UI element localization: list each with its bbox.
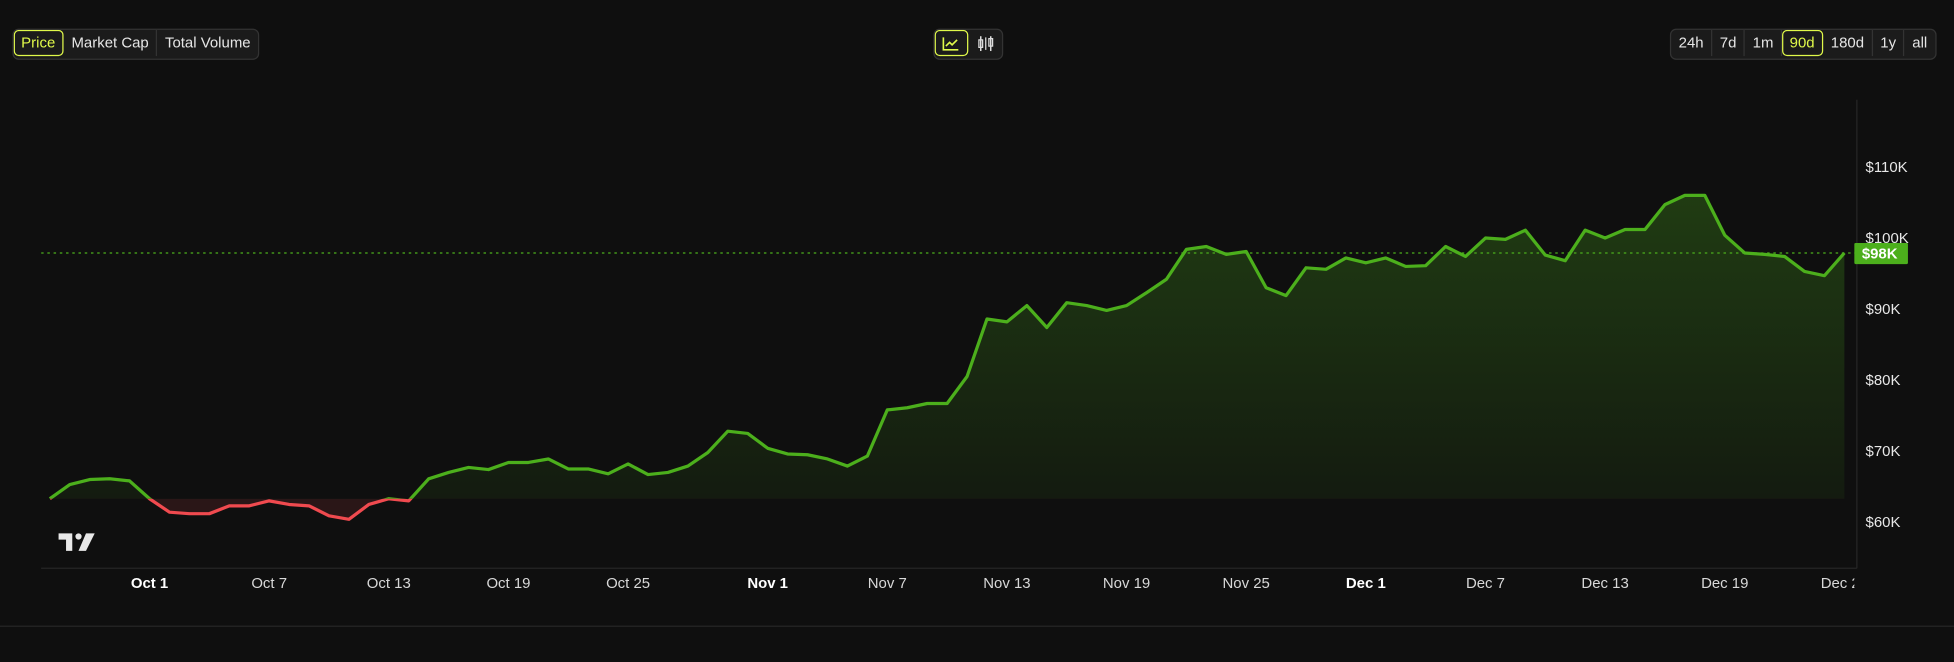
x-tick-label: Nov 1: [747, 575, 788, 592]
y-tick-label: $60K: [1866, 514, 1901, 531]
x-tick-label: Dec 19: [1701, 575, 1748, 592]
y-tick-label: $110K: [1866, 159, 1908, 176]
y-tick-label: $90K: [1866, 301, 1901, 318]
x-tick-label: Dec 25: [1821, 575, 1868, 592]
x-tick-label: Nov 13: [983, 575, 1030, 592]
x-tick-label: Oct 19: [486, 575, 530, 592]
x-tick-label: Nov 25: [1223, 575, 1270, 592]
x-tick-label: Oct 25: [606, 575, 650, 592]
tradingview-logo: [59, 533, 95, 550]
x-tick-label: Nov 19: [1103, 575, 1150, 592]
x-tick-label: Nov 7: [868, 575, 907, 592]
current-price-label: $98K: [1862, 246, 1898, 263]
bottom-divider: [0, 626, 1954, 627]
x-tick-label: Oct 13: [367, 575, 411, 592]
x-tick-label: Oct 7: [251, 575, 287, 592]
y-tick-label: $70K: [1866, 443, 1901, 460]
x-tick-label: Oct 1: [131, 575, 168, 592]
y-tick-label: $80K: [1866, 372, 1901, 389]
x-tick-label: Dec 7: [1466, 575, 1505, 592]
x-tick-label: Dec 13: [1581, 575, 1628, 592]
x-tick-label: Dec 1: [1346, 575, 1386, 592]
